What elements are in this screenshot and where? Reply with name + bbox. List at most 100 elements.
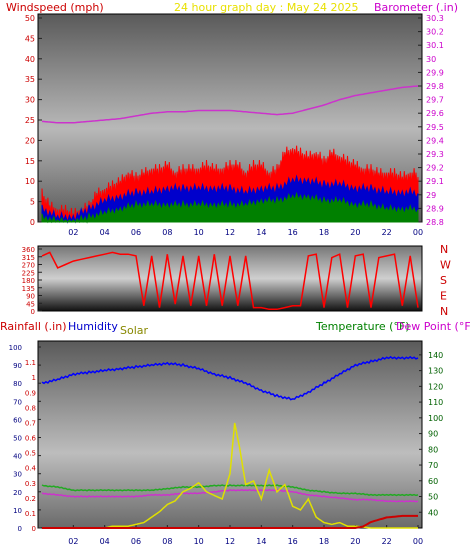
dir-y-tick-label: 0 (31, 308, 35, 316)
series-humidity (41, 355, 419, 401)
direction-label: S (440, 274, 447, 287)
wind-x-tick-label: 14 (256, 228, 266, 237)
humidity-y-tick-label: 10 (13, 507, 22, 515)
temp-y-tick-label: 60 (428, 477, 438, 486)
rain-y-tick-label: 0.7 (25, 419, 36, 427)
baro-y-tick-label: 29.9 (426, 68, 444, 77)
wind-x-tick-label: 20 (350, 228, 360, 237)
chart-title: 24 hour graph day : May 24 2025 (174, 1, 359, 14)
wind-y-tick-label: 5 (30, 198, 35, 207)
wind-y-tick-label: 50 (25, 14, 35, 23)
dir-y-tick-label: 90 (26, 293, 35, 301)
temp-y-tick-label: 120 (428, 382, 443, 391)
wind-y-tick-label: 35 (25, 75, 35, 84)
temp-y-tick-label: 80 (428, 445, 438, 454)
wind-x-tick-label: 04 (100, 228, 110, 237)
wind-x-tick-label: 10 (194, 228, 204, 237)
chart-marks: 0 5 10 15 20 25 30 35 40 45 50 28.8 28.9 29 29.1 29.2 29… (9, 14, 444, 546)
baro-y-tick-label: 29.6 (426, 109, 444, 118)
rain-y-tick-label: 0.5 (25, 450, 36, 458)
wind-y-tick-label: 20 (25, 136, 35, 145)
baro-y-tick-label: 29.1 (426, 177, 444, 186)
weather-x-tick-label: 20 (350, 537, 360, 546)
wind-y-tick-label: 40 (25, 55, 35, 64)
humidity-y-tick-label: 40 (13, 453, 22, 461)
weather-x-tick-label: 14 (256, 537, 266, 546)
rain-y-tick-label: 0.1 (25, 510, 36, 518)
humidity-y-tick-label: 70 (13, 398, 22, 406)
series-rainfall (42, 514, 418, 529)
dir-y-tick-label: 225 (22, 269, 35, 277)
temp-y-tick-label: 50 (428, 493, 438, 502)
baro-y-tick-label: 29.7 (426, 96, 444, 105)
wind-y-tick-label: 25 (25, 116, 35, 125)
baro-y-tick-label: 29.5 (426, 123, 444, 132)
humidity-y-tick-label: 100 (9, 344, 22, 352)
series-dew-point (41, 488, 419, 503)
wind-x-tick-label: 08 (162, 228, 172, 237)
temp-y-tick-label: 90 (428, 430, 438, 439)
wind-x-tick-label: 22 (382, 228, 392, 237)
dir-y-tick-label: 360 (22, 246, 35, 254)
temp-y-tick-label: 40 (428, 508, 438, 517)
baro-y-tick-label: 29 (426, 191, 436, 200)
baro-axis-title: Barometer (.in) (374, 1, 458, 14)
wind-x-tick-label: 12 (225, 228, 235, 237)
direction-label: E (440, 290, 447, 303)
humidity-y-tick-label: 80 (13, 380, 22, 388)
rain-y-tick-label: 0.3 (25, 480, 36, 488)
temp-y-tick-label: 130 (428, 367, 443, 376)
dew-axis-title: Dew Point (°F) (396, 320, 470, 333)
baro-y-tick-label: 29.4 (426, 136, 444, 145)
weather-x-tick-label: 04 (100, 537, 110, 546)
humidity-axis-title: Humidity (68, 320, 118, 333)
wind-y-tick-label: 45 (25, 34, 35, 43)
weather-x-tick-label: 12 (225, 537, 235, 546)
humidity-y-tick-label: 30 (13, 471, 22, 479)
wind-x-tick-label: 00 (413, 228, 423, 237)
direction-label: W (440, 259, 451, 272)
temp-y-tick-label: 100 (428, 414, 443, 423)
baro-y-tick-label: 30.2 (426, 28, 444, 37)
rain-y-tick-label: 0.6 (25, 435, 37, 443)
weather-x-tick-label: 08 (162, 537, 172, 546)
wind-y-tick-label: 15 (25, 157, 35, 166)
series-barometer (41, 85, 419, 124)
wind-y-tick-label: 0 (30, 218, 35, 227)
baro-y-tick-label: 29.3 (426, 150, 444, 159)
wind-x-tick-label: 18 (319, 228, 329, 237)
humidity-y-tick-label: 50 (13, 435, 22, 443)
baro-y-tick-label: 29.8 (426, 82, 444, 91)
weather-x-tick-label: 22 (382, 537, 392, 546)
baro-y-tick-label: 30.1 (426, 41, 444, 50)
direction-label: N (440, 305, 448, 318)
baro-y-tick-label: 28.8 (426, 218, 444, 227)
wind-y-tick-label: 10 (25, 177, 35, 186)
baro-y-tick-label: 29.2 (426, 164, 444, 173)
weather-x-tick-label: 18 (319, 537, 329, 546)
baro-y-tick-label: 28.9 (426, 204, 444, 213)
weather-x-tick-label: 00 (413, 537, 423, 546)
wind-axis-title: Windspeed (mph) (6, 1, 104, 14)
humidity-y-tick-label: 20 (13, 489, 22, 497)
direction-label: N (440, 243, 448, 256)
rain-y-tick-label: 0.8 (25, 404, 36, 412)
series-low (41, 191, 419, 224)
solar-axis-title: Solar (120, 324, 149, 337)
dir-y-tick-label: 315 (22, 254, 35, 262)
rain-axis-title: Rainfall (.in) (0, 320, 67, 333)
rain-y-tick-label: 0.2 (25, 495, 36, 503)
temp-y-tick-label: 140 (428, 351, 443, 360)
rain-y-tick-label: 0.4 (25, 465, 37, 473)
temp-y-tick-label: 110 (428, 398, 443, 407)
humidity-y-tick-label: 60 (13, 416, 22, 424)
series-direction (41, 251, 419, 311)
dir-y-tick-label: 135 (22, 285, 35, 293)
rain-y-tick-label: 0.9 (25, 389, 36, 397)
baro-y-tick-label: 30 (426, 55, 436, 64)
wind-x-tick-label: 06 (131, 228, 141, 237)
dir-y-tick-label: 270 (22, 262, 35, 270)
